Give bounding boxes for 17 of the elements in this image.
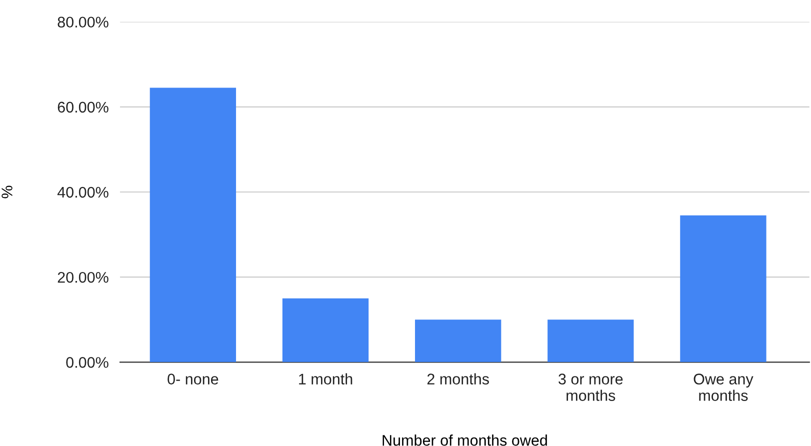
bar <box>282 298 369 362</box>
y-tick-label: 20.00% <box>58 272 108 283</box>
x-axis-title: Number of months owed <box>382 434 547 446</box>
x-tick-label: 3 or more months <box>558 374 623 401</box>
x-tick-label: 2 months <box>427 373 489 384</box>
bar <box>150 88 236 362</box>
y-tick-label: 0.00% <box>66 357 108 368</box>
x-tick-label: Owe any months <box>694 374 754 401</box>
x-tick-label: 1 month <box>299 373 352 384</box>
bar <box>680 215 766 362</box>
x-tick-label: 0- none <box>168 374 218 384</box>
y-tick-label: 60.00% <box>58 102 108 113</box>
y-tick-label: 40.00% <box>57 186 108 198</box>
y-tick-label: 80.00% <box>58 16 108 28</box>
y-axis-title: % <box>2 186 12 198</box>
bar <box>548 320 634 362</box>
bar <box>414 320 502 362</box>
